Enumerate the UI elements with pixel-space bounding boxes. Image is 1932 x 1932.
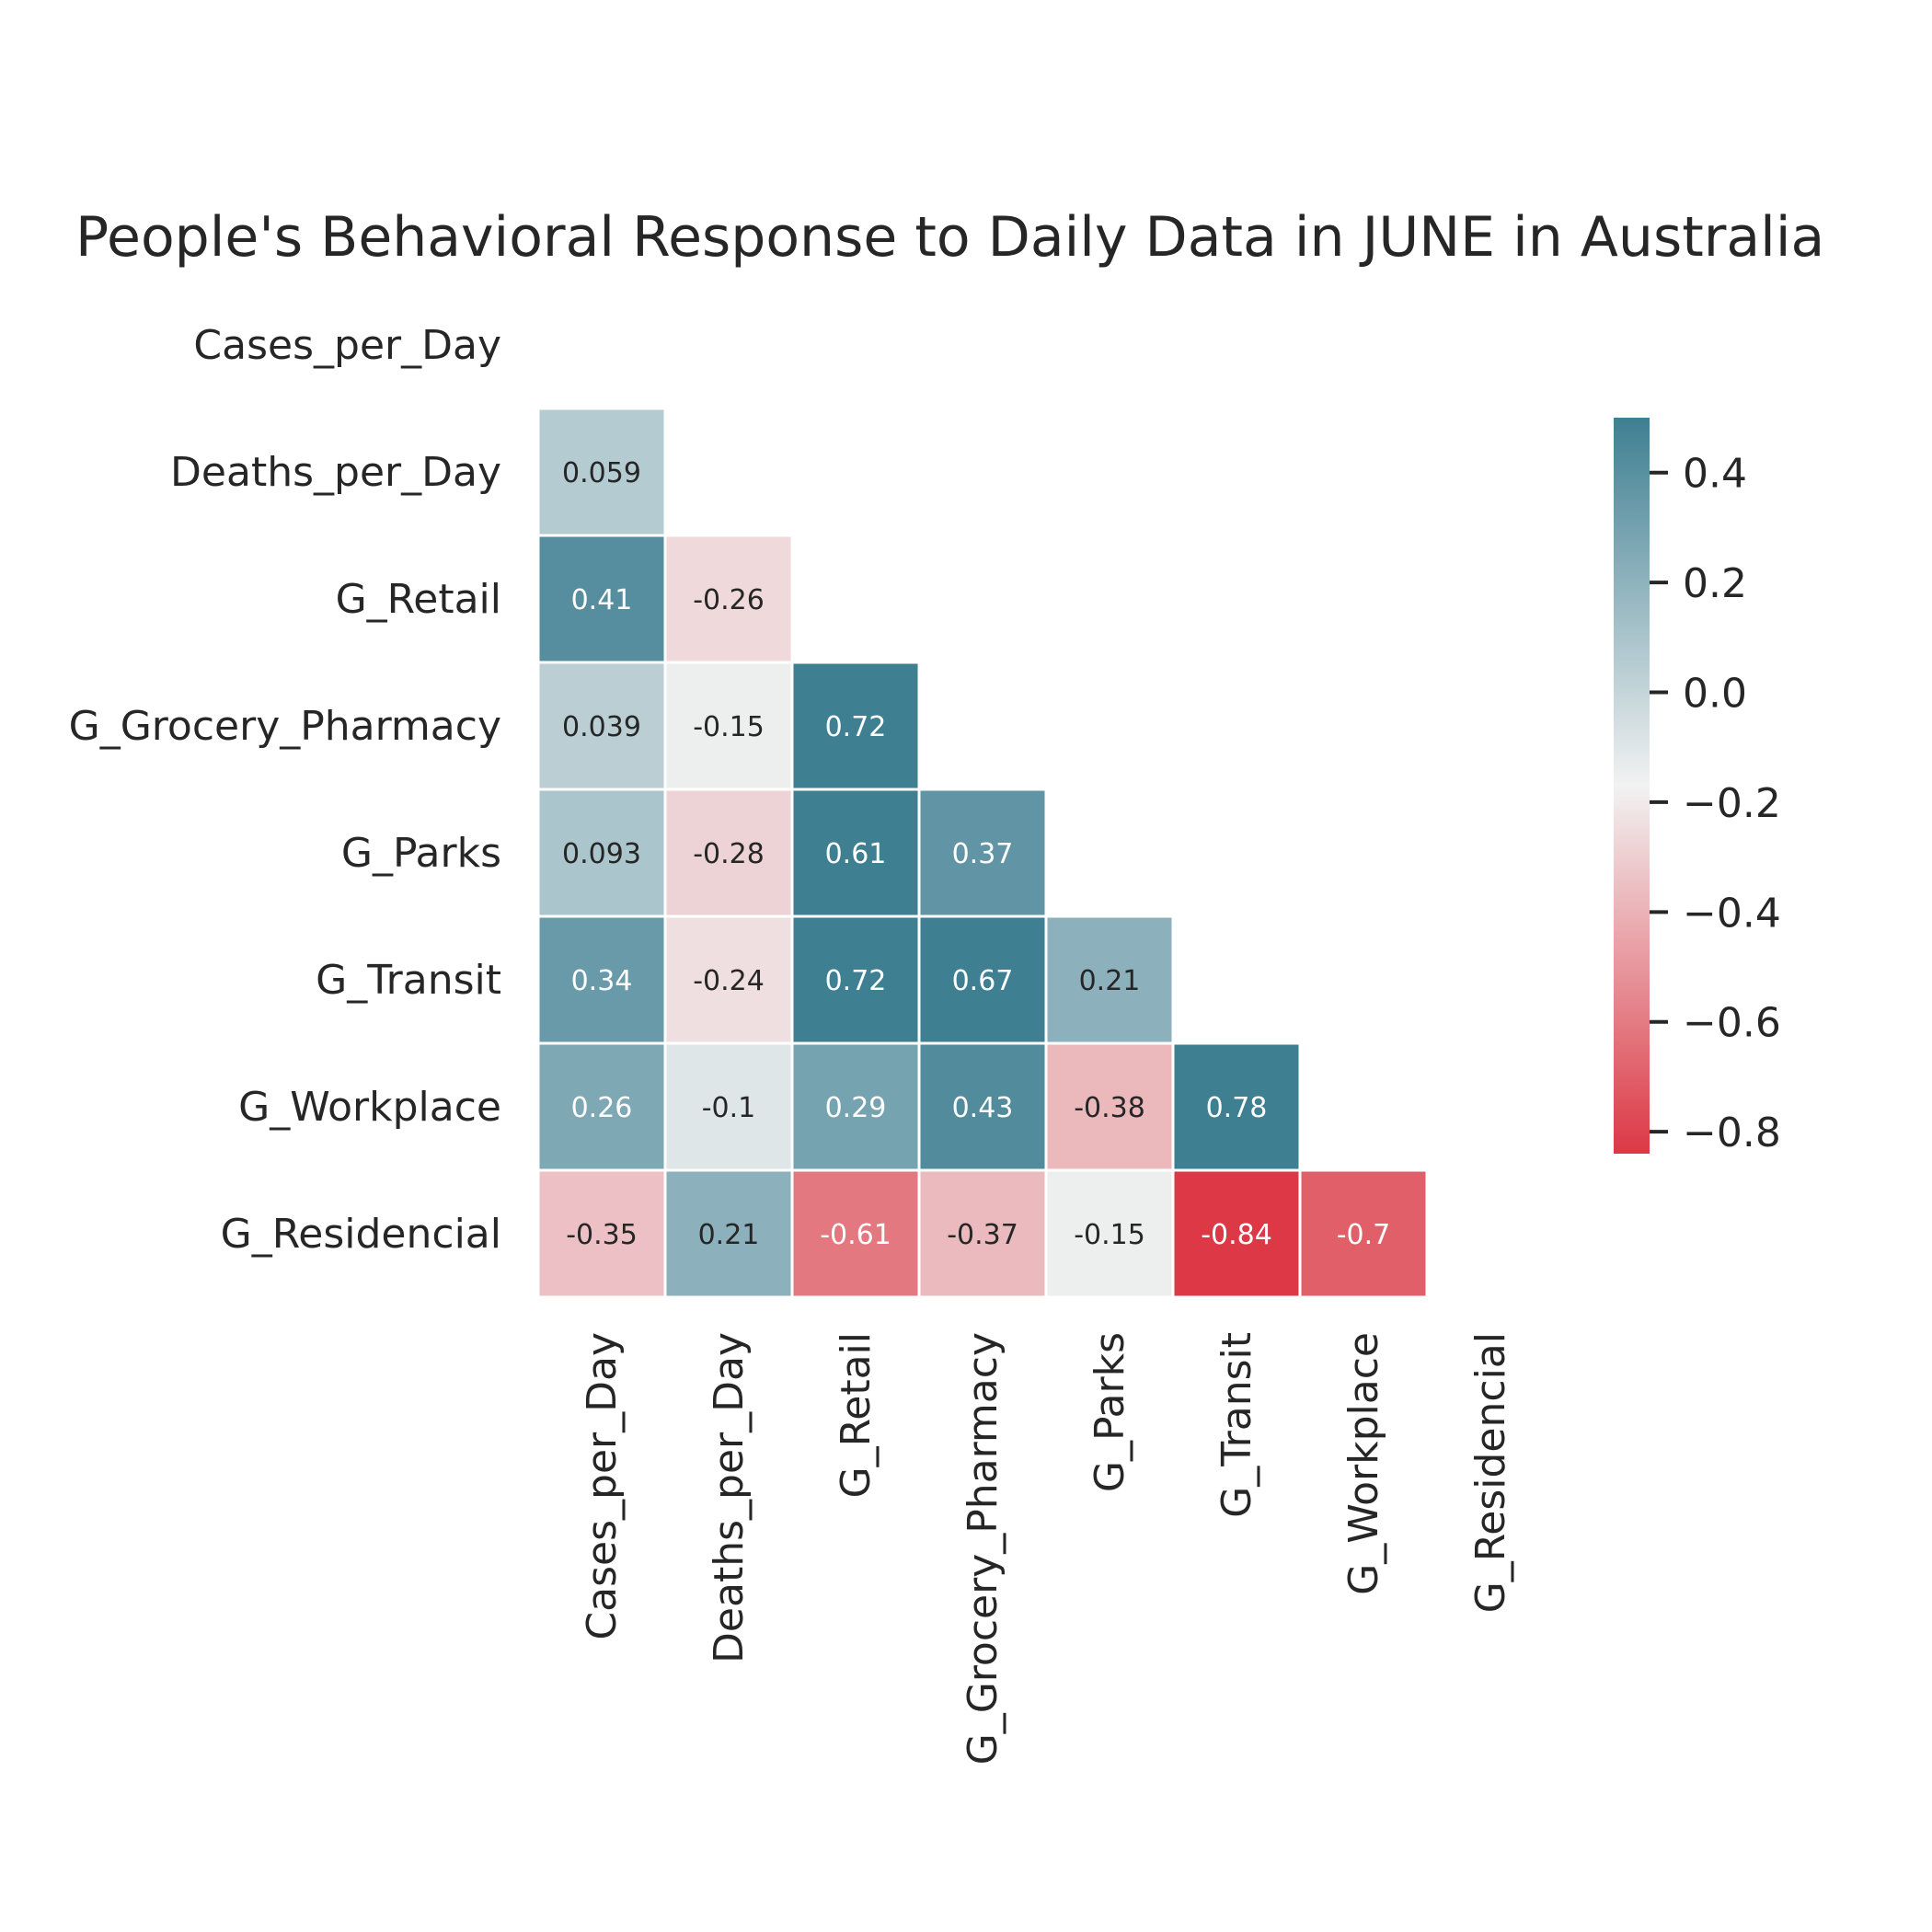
cell-value-label: 0.67 — [952, 965, 1014, 997]
cell-value-label: -0.61 — [820, 1219, 891, 1251]
y-tick-label: Deaths_per_Day — [170, 449, 501, 496]
cell-value-label: 0.34 — [571, 965, 633, 997]
cell-value-label: 0.26 — [571, 1092, 633, 1124]
heatmap-cell — [917, 788, 1048, 918]
cell-value-label: 0.093 — [562, 838, 641, 870]
cell-value-label: 0.72 — [825, 965, 887, 997]
colorbar-tick-label: −0.8 — [1683, 1110, 1781, 1156]
chart-title: People's Behavioral Response to Daily Da… — [75, 205, 1824, 270]
colorbar-tick-label: 0.4 — [1683, 451, 1747, 498]
cell-value-label: 0.039 — [562, 711, 641, 743]
y-tick-label: G_Parks — [341, 830, 501, 877]
heatmap-cell — [536, 1168, 667, 1299]
x-tick-label: G_Residencial — [1467, 1332, 1514, 1613]
heatmap-cell — [663, 914, 794, 1045]
cell-value-label: -0.15 — [693, 711, 765, 743]
colorbar: 0.4 0.2 0.0 −0.2 −0.4 −0.6 −0.8 — [1614, 418, 1781, 1156]
x-tick-label: Cases_per_Day — [579, 1332, 626, 1640]
heatmap-cell — [536, 1041, 667, 1172]
heatmap-cell — [1171, 1168, 1302, 1299]
y-tick-label: G_Workplace — [238, 1084, 501, 1131]
heatmap-cell — [917, 914, 1048, 1045]
cell-value-label: -0.7 — [1337, 1219, 1391, 1251]
heatmap-cell — [917, 1041, 1048, 1172]
y-axis-tick-labels: Cases_per_Day Deaths_per_Day G_Retail G_Gro… — [69, 322, 501, 1258]
heatmap-cell — [1171, 1041, 1302, 1172]
y-tick-label: Cases_per_Day — [193, 322, 501, 369]
colorbar-gradient — [1614, 418, 1650, 1154]
cell-value-label: -0.35 — [566, 1219, 638, 1251]
cell-value-label: -0.26 — [693, 584, 765, 616]
heatmap-cell — [1044, 1041, 1175, 1172]
y-tick-label: G_Residencial — [221, 1211, 501, 1258]
colorbar-tick-label: 0.0 — [1683, 671, 1747, 718]
cell-value-label: 0.059 — [562, 457, 641, 489]
x-axis-tick-labels: Cases_per_Day Deaths_per_Day G_Retail G_Gro… — [579, 1332, 1514, 1765]
cell-value-label: 0.72 — [825, 711, 887, 743]
cell-value-label: -0.28 — [693, 838, 765, 870]
cell-value-label: 0.21 — [1079, 965, 1141, 997]
cell-value-label: 0.37 — [952, 838, 1014, 870]
heatmap-cells: 0.059 0.41 -0.26 0.039 -0.15 0.72 0.093 -0.28 0.… — [536, 407, 1429, 1299]
cell-value-label: -0.15 — [1074, 1219, 1145, 1251]
x-tick-label: G_Workplace — [1340, 1332, 1387, 1595]
x-tick-label: G_Grocery_Pharmacy — [960, 1332, 1006, 1765]
cell-value-label: -0.38 — [1074, 1092, 1145, 1124]
cell-value-label: -0.1 — [702, 1092, 756, 1124]
y-tick-label: G_Transit — [316, 957, 501, 1004]
cell-value-label: 0.43 — [952, 1092, 1014, 1124]
cell-value-label: -0.24 — [693, 965, 765, 997]
colorbar-tick-label: 0.2 — [1683, 560, 1747, 607]
x-tick-label: G_Parks — [1087, 1332, 1133, 1492]
cell-value-label: 0.61 — [825, 838, 887, 870]
heatmap-cell — [1298, 1168, 1429, 1299]
heatmap-cell — [790, 661, 921, 791]
colorbar-tick-label: −0.4 — [1683, 890, 1781, 937]
cell-value-label: 0.41 — [571, 584, 633, 616]
x-tick-label: Deaths_per_Day — [706, 1332, 753, 1663]
cell-value-label: 0.78 — [1206, 1092, 1268, 1124]
y-tick-label: G_Grocery_Pharmacy — [69, 703, 501, 750]
heatmap-cell — [663, 1168, 794, 1299]
cell-value-label: -0.37 — [947, 1219, 1018, 1251]
heatmap-cell — [663, 1041, 794, 1172]
heatmap-cell — [536, 534, 667, 664]
y-tick-label: G_Retail — [336, 576, 501, 623]
heatmap-cell — [917, 1168, 1048, 1299]
cell-value-label: 0.29 — [825, 1092, 887, 1124]
cell-value-label: -0.84 — [1201, 1219, 1272, 1251]
x-tick-label: G_Transit — [1213, 1332, 1260, 1518]
colorbar-tick-label: −0.6 — [1683, 1000, 1781, 1047]
heatmap-cell — [536, 407, 667, 537]
heatmap-cell — [663, 788, 794, 918]
cell-value-label: 0.21 — [698, 1219, 760, 1251]
heatmap-cell — [790, 1041, 921, 1172]
x-tick-label: G_Retail — [833, 1332, 880, 1498]
colorbar-tick-label: −0.2 — [1683, 780, 1781, 827]
